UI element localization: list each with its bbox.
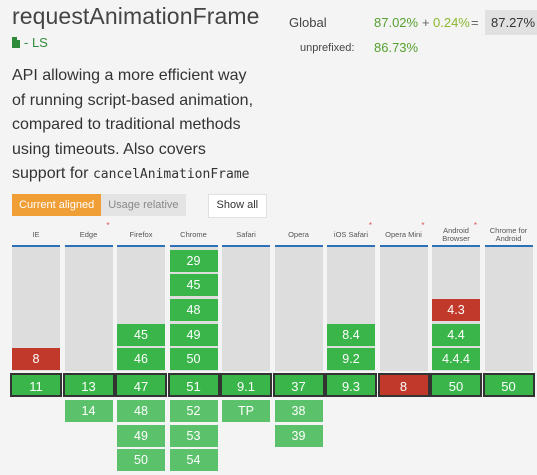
- past-versions-area: [222, 247, 270, 371]
- version-cell[interactable]: 45: [169, 274, 218, 297]
- current-version-cell[interactable]: 51: [167, 373, 220, 397]
- browser-name: Chrome for Android: [484, 225, 533, 247]
- current-version-cell[interactable]: 11: [10, 373, 62, 397]
- show-all-button[interactable]: Show all: [207, 194, 268, 218]
- current-version-cell[interactable]: 13: [62, 373, 115, 397]
- browser-name: Android Browser: [432, 225, 480, 247]
- future-version-cell[interactable]: 39: [274, 424, 323, 447]
- description-code: cancelAnimationFrame: [92, 167, 250, 182]
- version-cell[interactable]: 45: [117, 323, 165, 346]
- view-toggle: Current aligned Usage relative Show all: [12, 194, 268, 218]
- global-total-pct: 87.27%: [485, 10, 537, 35]
- browser-name: Chrome: [169, 225, 218, 247]
- future-version-cell[interactable]: TP: [222, 400, 270, 422]
- unprefixed-pct: 86.73%: [374, 40, 419, 55]
- version-cell[interactable]: 48: [169, 298, 218, 321]
- past-versions-area: [64, 247, 113, 371]
- future-version-cell[interactable]: 14: [64, 400, 113, 422]
- version-cell[interactable]: 4.3: [432, 298, 480, 321]
- current-version-cell[interactable]: 50: [482, 373, 535, 397]
- spec-status[interactable]: - LS: [12, 35, 48, 50]
- equals-sign: =: [471, 15, 479, 30]
- browser-name: IE: [12, 225, 60, 247]
- browser-name: Opera: [274, 225, 323, 247]
- version-cell[interactable]: 9.2: [327, 348, 375, 371]
- unprefixed-label: unprefixed:: [300, 42, 355, 54]
- version-cell[interactable]: 50: [169, 348, 218, 371]
- current-version-cell[interactable]: 37: [272, 373, 325, 397]
- global-partial-pct: 0.24%: [433, 15, 470, 30]
- version-cell[interactable]: 8.4: [327, 323, 375, 346]
- past-versions-area: [274, 247, 323, 371]
- future-version-cell[interactable]: 53: [169, 424, 218, 447]
- version-cell[interactable]: 4.4.4: [432, 348, 480, 371]
- description-text: API allowing a more efficient way of run…: [12, 67, 254, 182]
- global-supported-pct: 87.02%: [374, 15, 419, 30]
- plus-sign: +: [422, 15, 430, 30]
- current-version-cell[interactable]: 9.1: [220, 373, 272, 397]
- feature-description: API allowing a more efficient way of run…: [12, 64, 262, 188]
- future-version-cell[interactable]: 48: [117, 400, 165, 422]
- spec-status-label: - LS: [24, 35, 48, 50]
- document-icon: [12, 37, 20, 48]
- current-version-cell[interactable]: 47: [115, 373, 167, 397]
- future-version-cell[interactable]: 49: [117, 424, 165, 447]
- version-cell[interactable]: 8: [12, 348, 60, 371]
- future-version-cell[interactable]: 52: [169, 400, 218, 422]
- browser-name: Edge: [64, 225, 113, 247]
- version-cell[interactable]: 4.4: [432, 323, 480, 346]
- version-cell[interactable]: 49: [169, 323, 218, 346]
- current-version-cell[interactable]: 8: [377, 373, 430, 397]
- note-star-icon: *: [421, 221, 425, 230]
- future-version-cell[interactable]: 50: [117, 449, 165, 472]
- feature-title: requestAnimationFrame: [12, 3, 260, 29]
- note-star-icon: *: [473, 221, 477, 230]
- future-version-cell[interactable]: 38: [274, 400, 323, 422]
- usage-relative-button[interactable]: Usage relative: [101, 194, 186, 216]
- current-aligned-button[interactable]: Current aligned: [12, 194, 102, 216]
- browser-name: Safari: [222, 225, 270, 247]
- browser-name: Firefox: [117, 225, 165, 247]
- current-version-cell[interactable]: 50: [430, 373, 482, 397]
- past-versions-area: [379, 247, 428, 371]
- version-cell[interactable]: 29: [169, 249, 218, 272]
- browser-name: iOS Safari: [327, 225, 375, 247]
- global-label: Global: [289, 15, 327, 30]
- past-versions-area: [484, 247, 533, 371]
- note-star-icon: *: [106, 221, 110, 230]
- version-cell[interactable]: 46: [117, 348, 165, 371]
- current-version-cell[interactable]: 9.3: [325, 373, 377, 397]
- note-star-icon: *: [368, 221, 372, 230]
- browser-name: Opera Mini: [379, 225, 428, 247]
- future-version-cell[interactable]: 54: [169, 449, 218, 472]
